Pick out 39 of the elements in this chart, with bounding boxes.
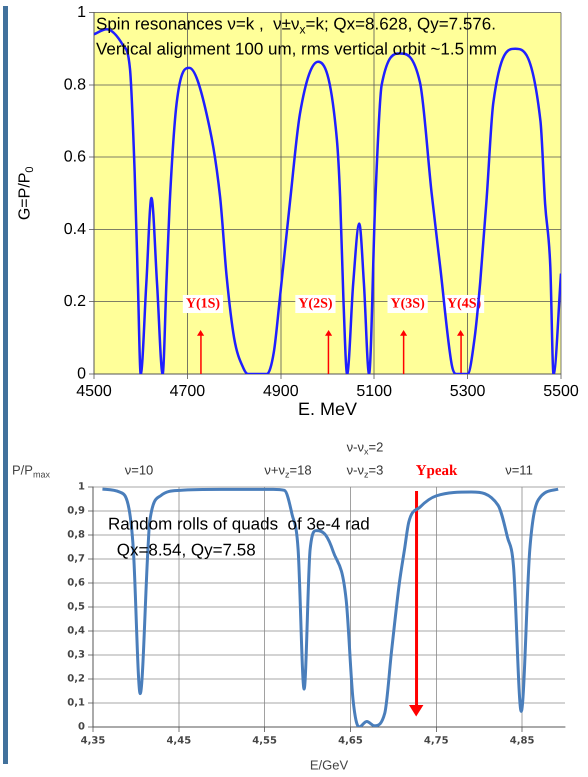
- x-tick-label: 5500: [543, 383, 579, 400]
- x-tick-label: 4,75: [424, 736, 449, 747]
- ref-line-label: Υpeak: [416, 462, 458, 479]
- y-tick-label: 0: [77, 365, 86, 382]
- y-tick-label: 0,8: [67, 530, 86, 541]
- x-tick-label: 5300: [450, 383, 486, 400]
- x-tick-label: 4500: [76, 383, 112, 400]
- text: ν=10: [124, 462, 154, 478]
- y-tick-label: 0,7: [67, 554, 86, 565]
- y-tick-label: 0,9: [67, 506, 86, 517]
- x-tick-label: 4,45: [166, 736, 192, 747]
- x-tick-label: 4,55: [252, 736, 278, 747]
- ref-line-label: Υ(3S): [390, 296, 426, 312]
- line-series: [100, 488, 560, 727]
- text: ν=11: [505, 462, 533, 478]
- x-axis-title: E. MeV: [298, 398, 358, 419]
- x-tick-label: 4900: [263, 383, 299, 400]
- y-tick-label: 0.6: [64, 148, 86, 166]
- y-tick-label: 0.4: [64, 220, 86, 238]
- x-tick-label: 4,35: [80, 736, 106, 747]
- y-axis-title: G=P/P0: [16, 166, 36, 220]
- ref-line-label: Υ(2S): [298, 296, 333, 312]
- ref-line-label: Υ(1S): [186, 296, 220, 312]
- y-tick-label: 0: [78, 722, 86, 733]
- y-tick-label: 0,3: [67, 650, 86, 661]
- y-tick-label: 0,4: [67, 626, 86, 637]
- x-axis-title: E/GeV: [310, 758, 348, 773]
- y-tick-label: 0,5: [67, 602, 86, 613]
- y-tick-label: 0,2: [67, 674, 86, 685]
- y-tick-label: 0,1: [67, 698, 86, 709]
- y-tick-label: 0.2: [64, 293, 86, 310]
- y-tick-label: 0.8: [64, 76, 86, 94]
- y-tick-label: 1: [78, 482, 86, 493]
- y-tick-label: 0,6: [67, 578, 86, 589]
- x-tick-label: 4700: [170, 383, 206, 400]
- y-tick-label: 1: [77, 4, 86, 22]
- x-tick-label: 4,65: [338, 736, 363, 747]
- x-tick-label: 4,85: [510, 736, 534, 747]
- x-tick-label: 5100: [356, 383, 392, 400]
